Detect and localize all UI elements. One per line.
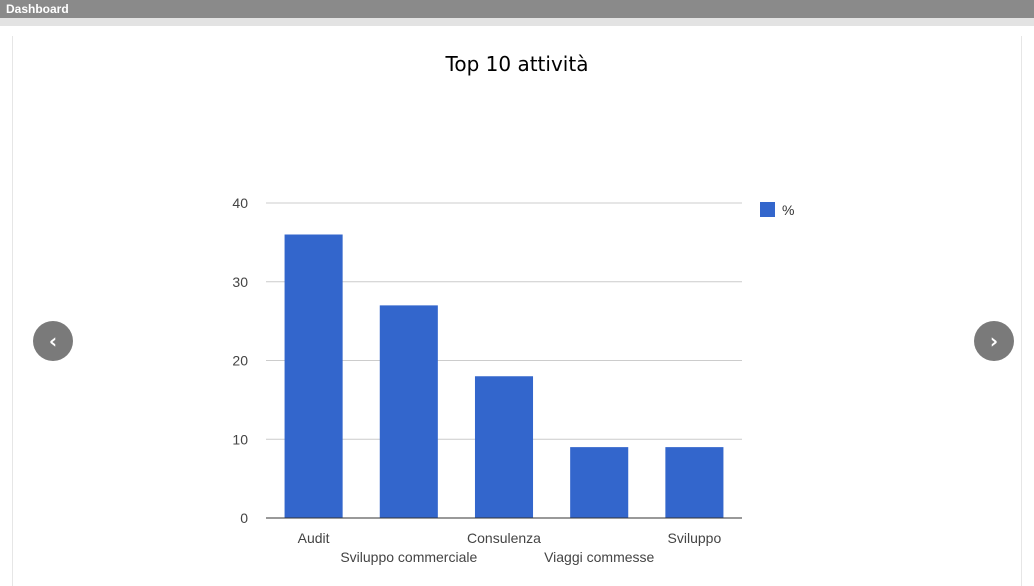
legend-label: % [782,202,794,218]
x-tick-label: Viaggi commesse [544,549,654,565]
y-tick-label: 0 [240,510,248,526]
next-arrow-icon[interactable]: › [974,321,1014,361]
legend-swatch [760,202,775,217]
panel-title: Dashboard [0,0,1034,18]
x-tick-label: Audit [298,530,330,546]
panel-header: Dashboard [0,0,1034,26]
bar [379,305,438,518]
chart-title: Top 10 attività [445,52,589,76]
bar [665,447,724,518]
prev-arrow-icon[interactable]: ‹ [33,321,73,361]
x-tick-label: Sviluppo commerciale [340,549,477,565]
x-tick-label: Consulenza [467,530,541,546]
y-tick-label: 10 [232,431,248,447]
y-tick-label: 30 [232,274,248,290]
bar [570,447,629,518]
x-tick-label: Sviluppo [668,530,722,546]
y-tick-label: 40 [232,195,248,211]
bar [284,234,343,518]
y-tick-label: 20 [232,353,248,369]
bar [474,376,534,518]
